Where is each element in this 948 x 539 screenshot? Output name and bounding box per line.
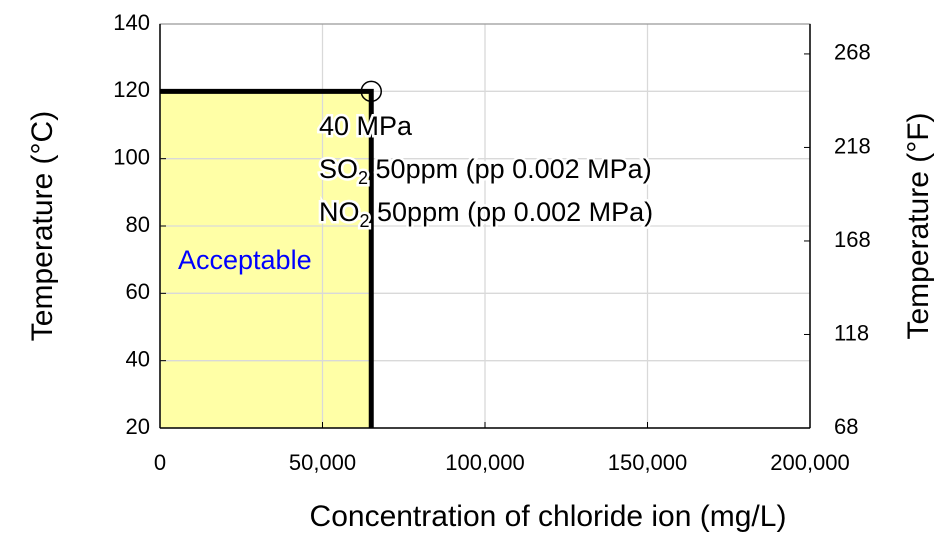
annotation-part: 2 (358, 168, 368, 188)
x-tick-label: 100,000 (445, 450, 525, 475)
y-tick-label: 40 (126, 346, 150, 371)
region-label: Acceptable (178, 245, 312, 275)
acceptable-region (160, 91, 372, 428)
annotation: NO2 50ppm (pp 0.002 MPa) (319, 197, 653, 231)
annotation-part: 40 MPa (319, 111, 413, 141)
x-axis-title: Concentration of chloride ion (mg/L) (310, 500, 787, 533)
y2-tick-label: 118 (834, 320, 869, 345)
y2-tick-label: 218 (834, 133, 871, 158)
annotation-part: NO (319, 197, 360, 227)
x-tick-label: 0 (154, 450, 166, 475)
y-tick-label: 100 (113, 144, 150, 169)
y-tick-label: 140 (113, 10, 150, 35)
x-tick-label: 200,000 (770, 450, 850, 475)
marker (360, 80, 382, 103)
y2-tick-label: 268 (834, 40, 871, 65)
annotation-part: 50ppm (pp 0.002 MPa) (368, 154, 652, 184)
annotation: SO2 50ppm (pp 0.002 MPa) (319, 154, 652, 188)
y-tick-label: 80 (126, 212, 150, 237)
annotation-part: 50ppm (pp 0.002 MPa) (370, 197, 654, 227)
annotation-part: SO (319, 154, 358, 184)
annotation: 40 MPa (319, 111, 413, 141)
y-axis-title: Temperature (°C) (26, 111, 59, 341)
y2-tick-label: 68 (834, 414, 858, 439)
y-tick-label: 120 (113, 77, 150, 102)
boundary-line (160, 88, 374, 428)
annotation-part: 2 (360, 211, 370, 231)
y2-tick-label: 168 (834, 227, 871, 252)
y-tick-label: 60 (126, 279, 150, 304)
y-tick-label: 20 (126, 414, 150, 439)
x-tick-label: 150,000 (608, 450, 688, 475)
y2-axis-title: Temperature (°F) (902, 112, 935, 339)
x-tick-label: 50,000 (289, 450, 356, 475)
